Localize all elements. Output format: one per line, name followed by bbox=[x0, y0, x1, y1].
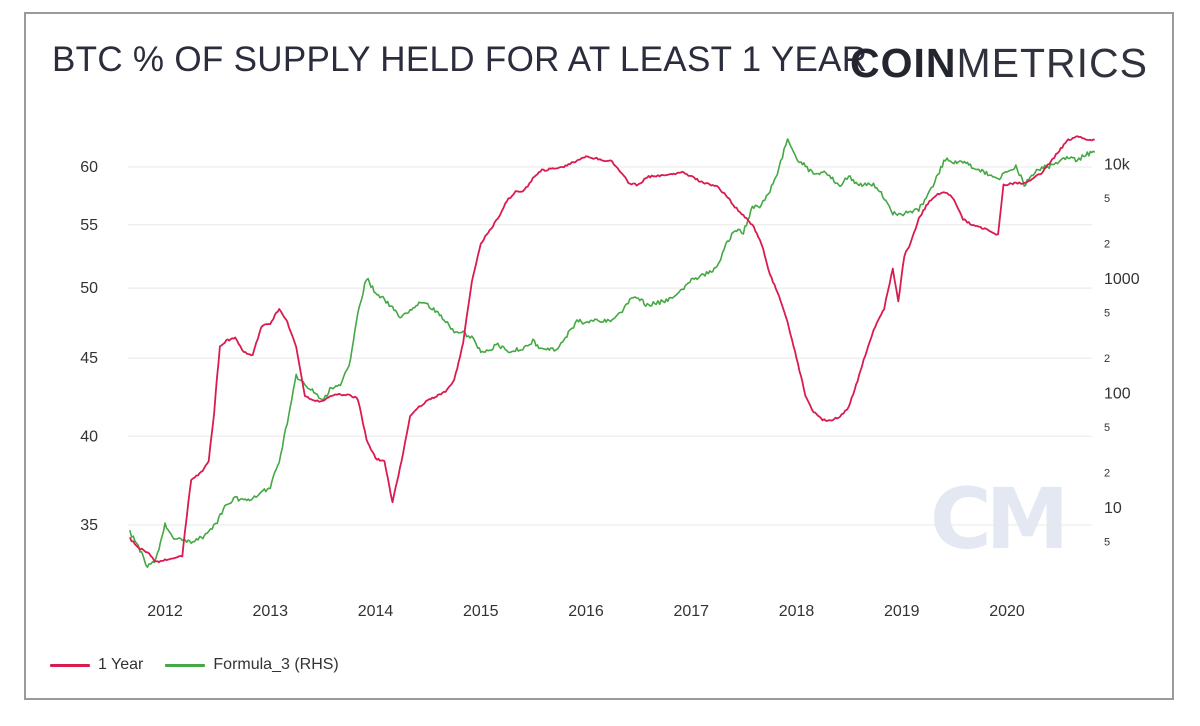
y-right-tick-label: 2 bbox=[1104, 239, 1110, 251]
x-tick-label: 2014 bbox=[358, 603, 394, 620]
x-tick-label: 2012 bbox=[147, 603, 183, 620]
coinmetrics-logo: COINMETRICS bbox=[850, 40, 1148, 87]
legend-swatch-1year bbox=[50, 663, 90, 667]
series-line-1year bbox=[128, 135, 1095, 564]
legend-label-formula3: Formula_3 (RHS) bbox=[213, 656, 339, 673]
y-left-tick-label: 45 bbox=[80, 350, 98, 367]
logo-bold-text: COIN bbox=[850, 40, 957, 86]
y-right-tick-label: 5 bbox=[1104, 536, 1110, 548]
legend-item-formula3[interactable]: Formula_3 (RHS) bbox=[165, 656, 339, 674]
y-left-tick-label: 35 bbox=[80, 517, 98, 534]
logo-light-text: METRICS bbox=[956, 40, 1148, 86]
y-left-tick-label: 60 bbox=[80, 159, 98, 176]
chart-card bbox=[24, 12, 1174, 700]
x-tick-label: 2013 bbox=[252, 603, 288, 620]
watermark-logo: CM bbox=[930, 470, 1069, 568]
x-tick-label: 2018 bbox=[779, 603, 815, 620]
y-right-tick-label: 5 bbox=[1104, 307, 1110, 319]
y-right-tick-label: 10k bbox=[1104, 157, 1131, 174]
y-right-tick-label: 1000 bbox=[1104, 271, 1140, 288]
y-right-tick-label: 100 bbox=[1104, 386, 1131, 403]
y-right-tick-label: 5 bbox=[1104, 422, 1110, 434]
chart-legend: 1 Year Formula_3 (RHS) bbox=[50, 656, 361, 674]
y-right-tick-label: 5 bbox=[1104, 193, 1110, 205]
y-left-tick-label: 55 bbox=[80, 217, 98, 234]
y-right-tick-label: 2 bbox=[1104, 468, 1110, 480]
x-tick-label: 2015 bbox=[463, 603, 499, 620]
x-tick-label: 2019 bbox=[884, 603, 920, 620]
x-tick-label: 2017 bbox=[673, 603, 709, 620]
legend-swatch-formula3 bbox=[165, 663, 206, 667]
y-left-tick-label: 40 bbox=[80, 428, 98, 445]
x-tick-label: 2016 bbox=[568, 603, 604, 620]
legend-item-1year[interactable]: 1 Year bbox=[50, 656, 143, 674]
series-line-formula3 bbox=[129, 138, 1096, 568]
y-left-tick-label: 50 bbox=[80, 280, 98, 297]
y-right-tick-label: 2 bbox=[1104, 353, 1110, 365]
x-tick-label: 2020 bbox=[989, 603, 1025, 620]
chart-title: BTC % OF SUPPLY HELD FOR AT LEAST 1 YEAR bbox=[52, 40, 868, 79]
y-right-tick-label: 10 bbox=[1104, 500, 1122, 517]
legend-label-1year: 1 Year bbox=[98, 656, 144, 673]
